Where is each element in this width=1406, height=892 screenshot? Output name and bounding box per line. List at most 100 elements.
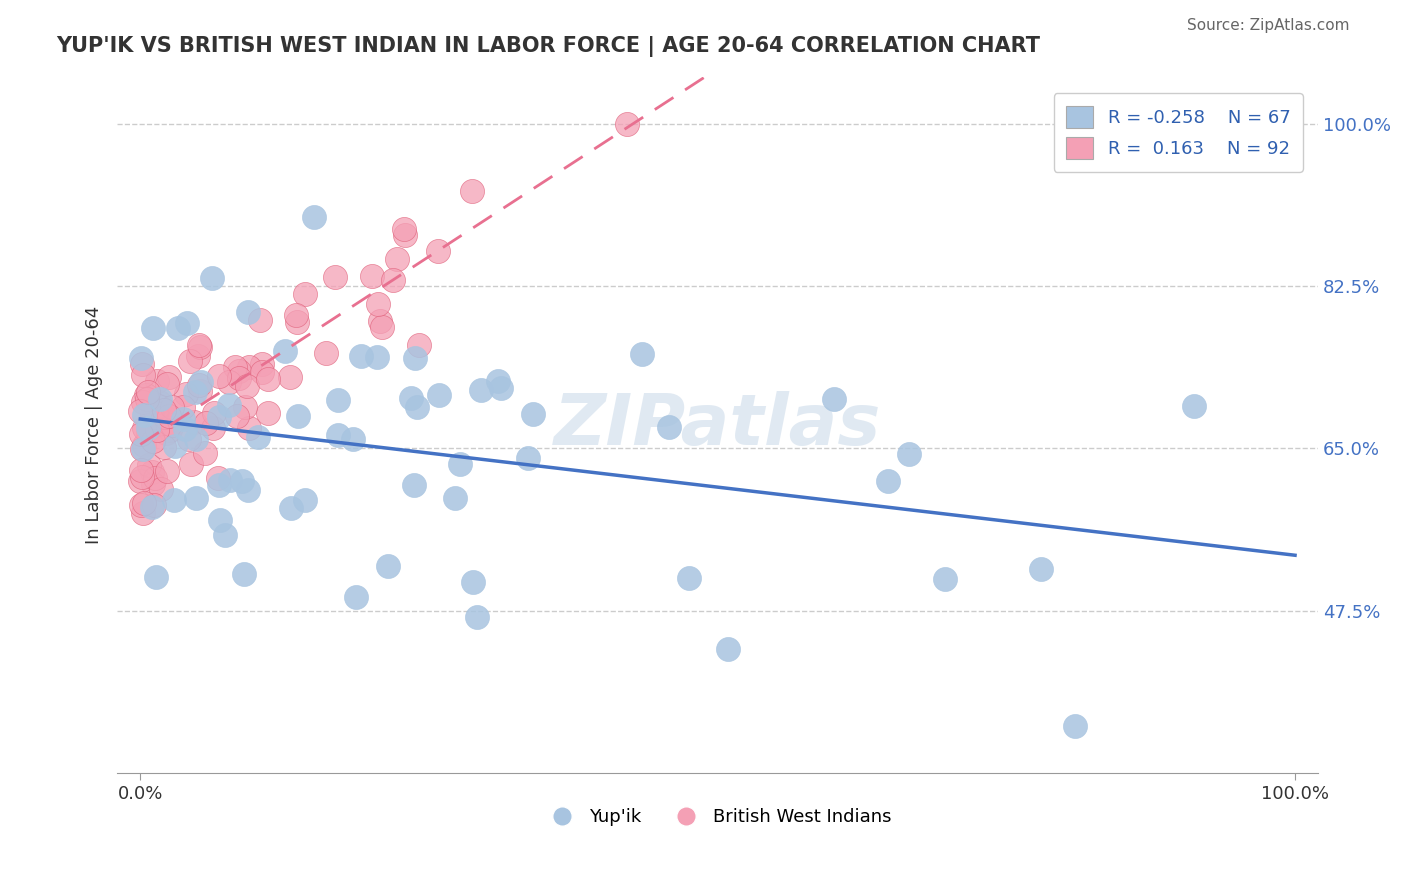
Point — [194, 446, 217, 460]
Point — [132, 368, 155, 382]
Point — [294, 492, 316, 507]
Point — [208, 478, 231, 492]
Point — [188, 378, 211, 392]
Point — [150, 483, 173, 497]
Point — [136, 392, 159, 406]
Point — [1182, 400, 1205, 414]
Point — [190, 341, 212, 355]
Point — [145, 375, 167, 389]
Point — [145, 407, 167, 421]
Point — [280, 501, 302, 516]
Point — [233, 400, 256, 414]
Point — [155, 425, 177, 440]
Point — [184, 433, 207, 447]
Point — [717, 642, 740, 657]
Point — [157, 370, 180, 384]
Point — [226, 409, 249, 424]
Point — [238, 305, 260, 319]
Point — [218, 474, 240, 488]
Text: ZIPatlas: ZIPatlas — [554, 391, 882, 459]
Point — [460, 184, 482, 198]
Point — [153, 409, 176, 424]
Point — [142, 320, 165, 334]
Point — [823, 392, 845, 406]
Point — [368, 314, 391, 328]
Point — [349, 349, 371, 363]
Point — [153, 440, 176, 454]
Point — [129, 404, 152, 418]
Point — [1064, 719, 1087, 733]
Point — [132, 438, 155, 452]
Point — [190, 375, 212, 389]
Point — [152, 403, 174, 417]
Point — [224, 359, 246, 374]
Point — [142, 434, 165, 449]
Point — [142, 476, 165, 491]
Point — [238, 421, 260, 435]
Point — [399, 391, 422, 405]
Point — [1031, 562, 1053, 576]
Point — [132, 506, 155, 520]
Point — [465, 610, 488, 624]
Point — [131, 357, 153, 371]
Point — [200, 271, 222, 285]
Point — [146, 423, 169, 437]
Point — [238, 483, 260, 498]
Point — [517, 451, 540, 466]
Point — [360, 268, 382, 283]
Point — [129, 427, 152, 442]
Point — [132, 395, 155, 409]
Point — [188, 384, 211, 398]
Point — [183, 415, 205, 429]
Point — [138, 421, 160, 435]
Point — [218, 375, 240, 389]
Point — [132, 496, 155, 510]
Point — [159, 423, 181, 437]
Point — [257, 406, 280, 420]
Point — [129, 474, 152, 488]
Point — [208, 513, 231, 527]
Point — [449, 457, 471, 471]
Point — [461, 575, 484, 590]
Point — [194, 416, 217, 430]
Point — [129, 463, 152, 477]
Point — [302, 210, 325, 224]
Point — [141, 500, 163, 514]
Point — [143, 471, 166, 485]
Point — [406, 400, 429, 414]
Point — [156, 464, 179, 478]
Point — [486, 374, 509, 388]
Point — [208, 409, 231, 424]
Point — [408, 338, 430, 352]
Point — [231, 475, 253, 489]
Point — [404, 351, 426, 365]
Point — [377, 558, 399, 573]
Point — [371, 320, 394, 334]
Point — [129, 498, 152, 512]
Point — [134, 421, 156, 435]
Point — [326, 428, 349, 442]
Point — [157, 409, 180, 423]
Point — [214, 528, 236, 542]
Point — [326, 392, 349, 407]
Point — [145, 570, 167, 584]
Point — [382, 272, 405, 286]
Legend: Yup'ik, British West Indians: Yup'ik, British West Indians — [536, 801, 898, 833]
Point — [934, 572, 956, 586]
Point — [385, 252, 408, 266]
Point — [235, 378, 257, 392]
Point — [174, 422, 197, 436]
Point — [201, 420, 224, 434]
Point — [443, 491, 465, 505]
Point — [142, 499, 165, 513]
Point — [138, 417, 160, 431]
Point — [177, 433, 200, 447]
Point — [631, 347, 654, 361]
Point — [898, 447, 921, 461]
Point — [250, 365, 273, 379]
Point — [135, 388, 157, 402]
Point — [315, 345, 337, 359]
Y-axis label: In Labor Force | Age 20-64: In Labor Force | Age 20-64 — [86, 306, 103, 544]
Point — [402, 478, 425, 492]
Point — [131, 442, 153, 456]
